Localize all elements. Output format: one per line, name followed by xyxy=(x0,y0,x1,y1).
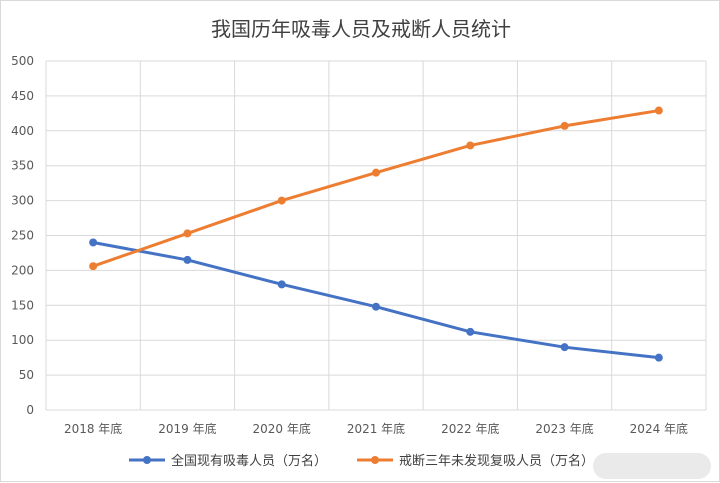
y-tick-label-450: 450 xyxy=(11,89,34,103)
y-tick-label-400: 400 xyxy=(11,124,34,138)
x-tick-label-3: 2021 年底 xyxy=(347,421,405,436)
data-point-s1-1 xyxy=(183,255,192,264)
watermark-overlay xyxy=(593,453,711,479)
data-point-s1-6 xyxy=(654,353,663,362)
data-point-s1-3 xyxy=(372,302,380,311)
x-tick-label-0: 2018 年底 xyxy=(64,421,122,436)
y-tick-label-300: 300 xyxy=(11,194,34,208)
data-point-s1-4 xyxy=(466,327,475,336)
x-tick-label-1: 2019 年底 xyxy=(158,421,216,436)
data-point-s1-2 xyxy=(277,280,286,289)
data-point-s2-0 xyxy=(89,262,98,271)
data-point-s2-6 xyxy=(654,106,663,115)
legend-label-series-1: 全国现有吸毒人员（万名） xyxy=(171,454,328,469)
legend-swatch-series-2 xyxy=(357,455,393,464)
legend: 全国现有吸毒人员（万名） 戒断三年未发现复吸人员（万名） xyxy=(1,450,720,470)
y-tick-label-500: 500 xyxy=(11,54,34,68)
chart-title: 我国历年吸毒人员及戒断人员统计 xyxy=(211,17,511,41)
data-point-s2-1 xyxy=(183,229,192,238)
y-tick-label-250: 250 xyxy=(11,229,34,243)
data-point-s2-3 xyxy=(372,168,380,177)
y-tick-label-150: 150 xyxy=(11,298,34,312)
x-tick-label-5: 2023 年底 xyxy=(535,421,593,436)
legend-label-series-2: 戒断三年未发现复吸人员（万名） xyxy=(399,454,595,469)
series-line-2 xyxy=(91,109,661,268)
x-tick-label-2: 2020 年底 xyxy=(253,421,311,436)
x-tick-label-4: 2022 年底 xyxy=(441,421,499,436)
y-tick-label-0: 0 xyxy=(26,403,34,417)
data-point-s1-0 xyxy=(89,238,98,247)
y-tick-label-200: 200 xyxy=(11,263,34,277)
legend-swatch-series-1 xyxy=(129,455,165,464)
data-point-s2-5 xyxy=(560,121,569,130)
x-tick-label-6: 2024 年底 xyxy=(630,421,688,436)
y-tick-label-100: 100 xyxy=(11,333,34,347)
legend-item-series-1: 全国现有吸毒人员（万名） xyxy=(129,450,327,469)
y-tick-label-350: 350 xyxy=(11,159,34,173)
legend-item-series-2: 戒断三年未发现复吸人员（万名） xyxy=(357,450,594,469)
data-point-s1-5 xyxy=(560,343,569,352)
y-tick-label-50: 50 xyxy=(19,368,34,382)
data-point-s2-4 xyxy=(466,141,475,150)
data-point-s2-2 xyxy=(277,196,286,205)
